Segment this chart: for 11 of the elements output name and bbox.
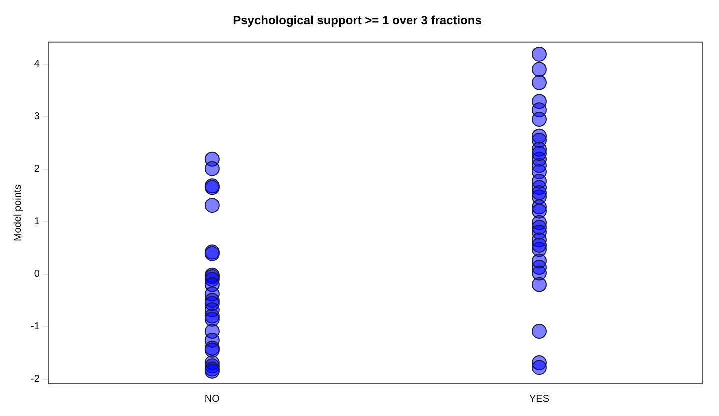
chart-title: Psychological support >= 1 over 3 fractions xyxy=(233,14,482,28)
y-tick-label: 3 xyxy=(34,112,40,123)
x-tick-label: YES xyxy=(529,394,550,405)
y-tick-label: -1 xyxy=(30,322,40,333)
y-axis-title: Model points xyxy=(12,184,24,242)
y-tick-label: -2 xyxy=(30,374,40,386)
x-tick-label: NO xyxy=(204,394,220,405)
y-tick-label: 1 xyxy=(34,216,40,228)
y-tick-label: 2 xyxy=(34,164,40,176)
y-tick-label: 4 xyxy=(34,59,40,70)
y-tick-label: 0 xyxy=(34,269,40,280)
